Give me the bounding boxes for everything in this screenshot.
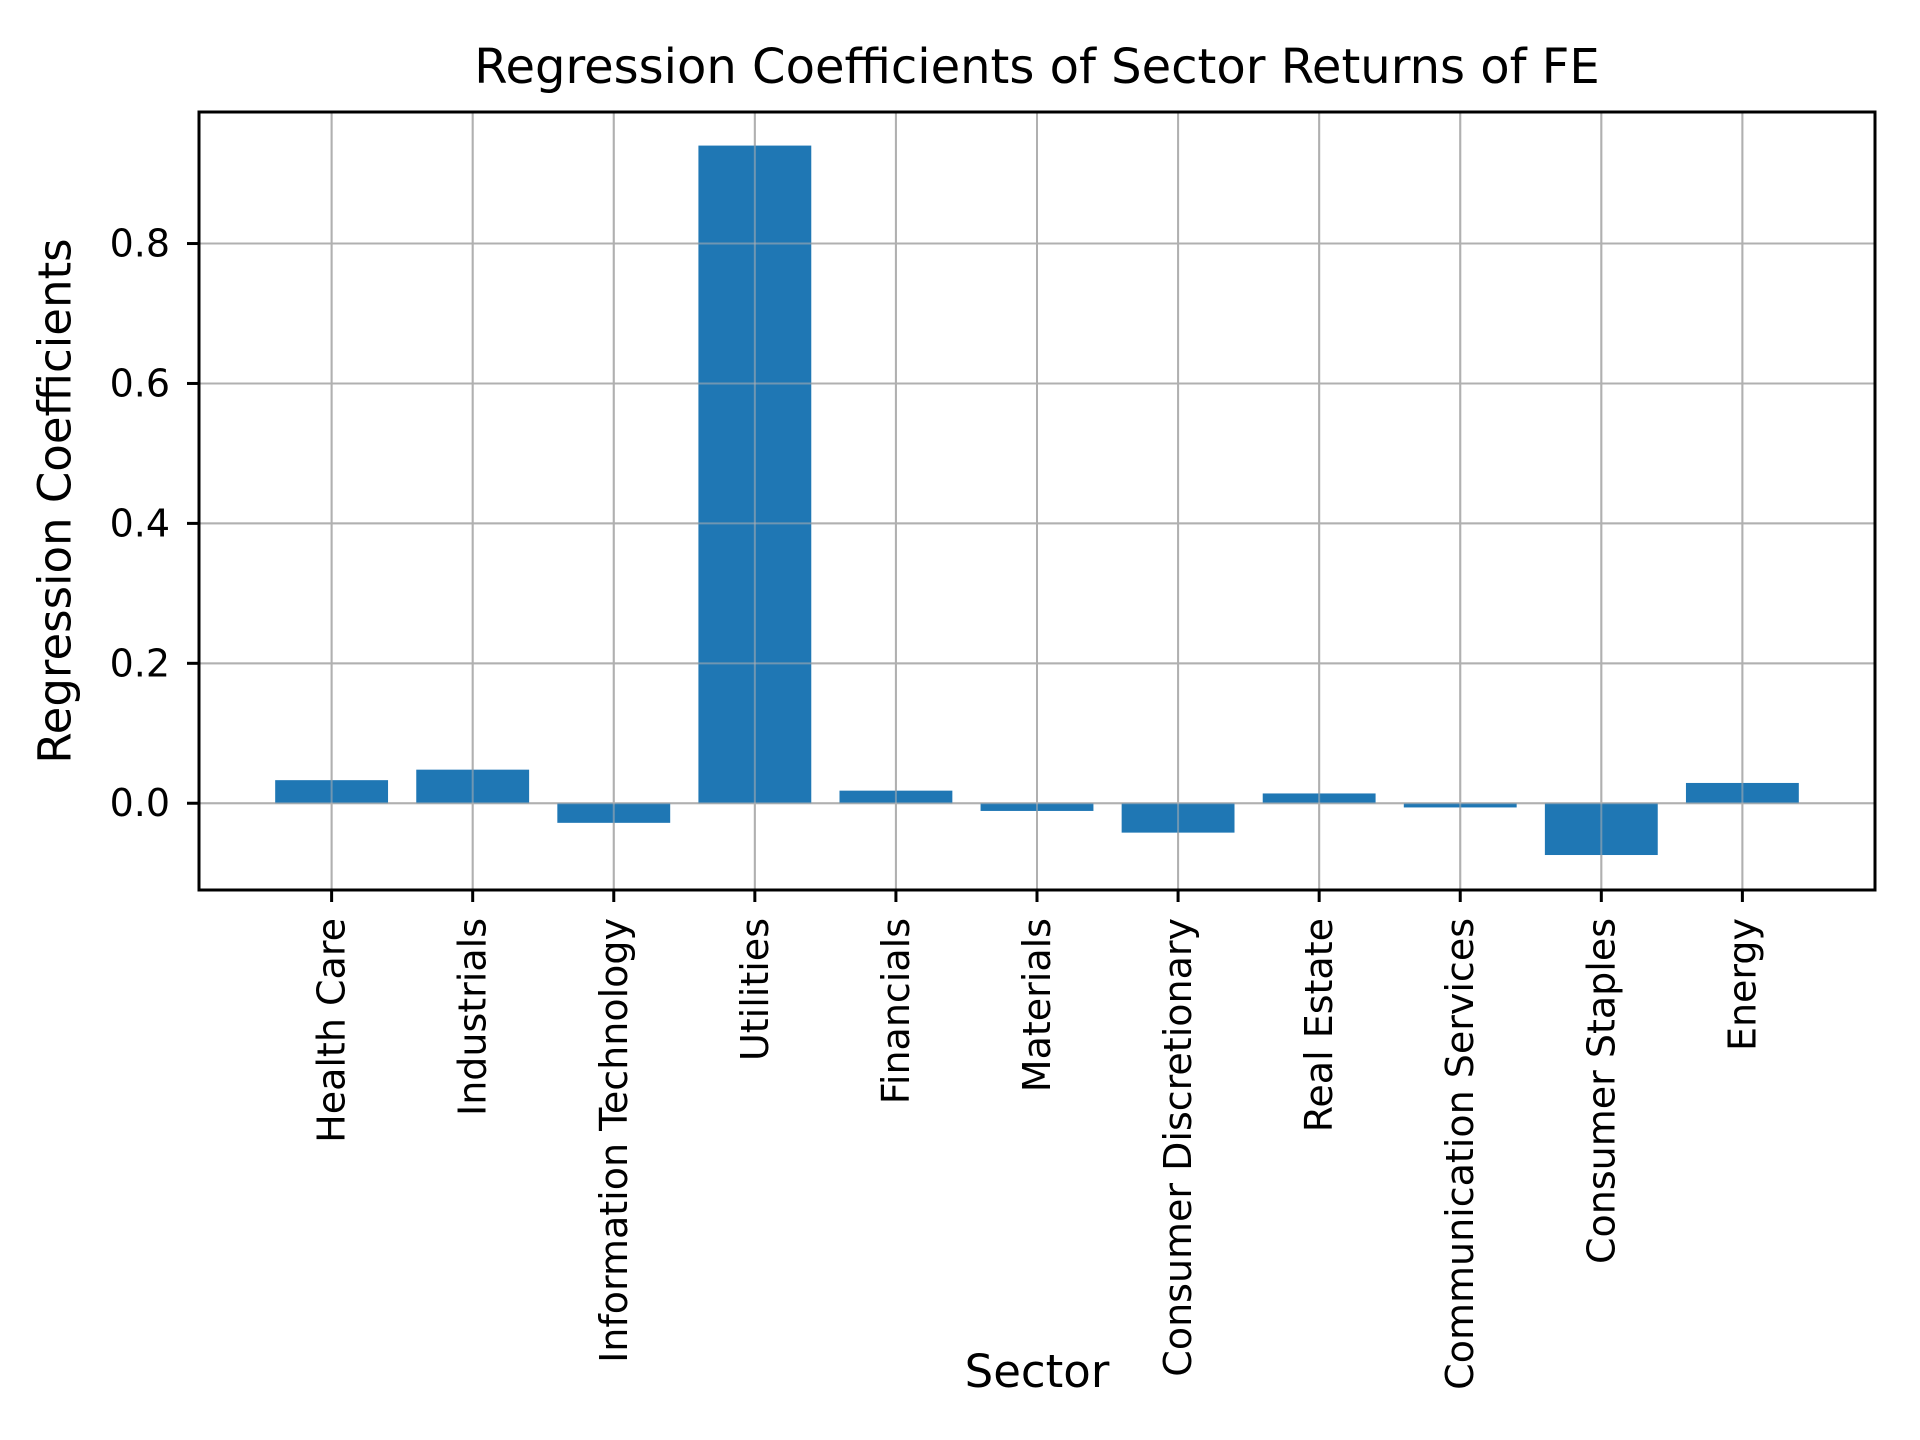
- x-tick-label: Energy: [1720, 918, 1764, 1051]
- y-axis-label: Regression Coefficients: [29, 238, 82, 763]
- x-tick-label: Materials: [1015, 918, 1059, 1092]
- x-tick-label: Industrials: [451, 918, 495, 1116]
- x-tick-label: Information Technology: [592, 918, 636, 1363]
- x-tick-label: Health Care: [310, 918, 354, 1143]
- x-tick-label: Financials: [874, 918, 918, 1104]
- y-tick-label: 0.4: [110, 501, 170, 545]
- y-tick-label: 0.2: [110, 641, 170, 685]
- chart-render-root: 0.0 0.2 0.4 0.6 0.8 Health Care Industrials Inf…: [110, 110, 1877, 1390]
- y-tick-label: 0.6: [110, 361, 170, 405]
- x-tick-label: Communication Services: [1438, 918, 1482, 1390]
- y-tick-label: 0.8: [110, 222, 170, 266]
- x-tick-label: Consumer Staples: [1579, 918, 1623, 1264]
- x-axis-label: Sector: [965, 1345, 1110, 1398]
- chart-title: Regression Coefficients of Sector Return…: [474, 39, 1600, 95]
- x-tick-label: Utilities: [733, 918, 777, 1061]
- x-tick-label: Real Estate: [1297, 918, 1341, 1132]
- x-tick-label: Consumer Discretionary: [1156, 918, 1200, 1377]
- y-tick-label: 0.0: [110, 781, 170, 825]
